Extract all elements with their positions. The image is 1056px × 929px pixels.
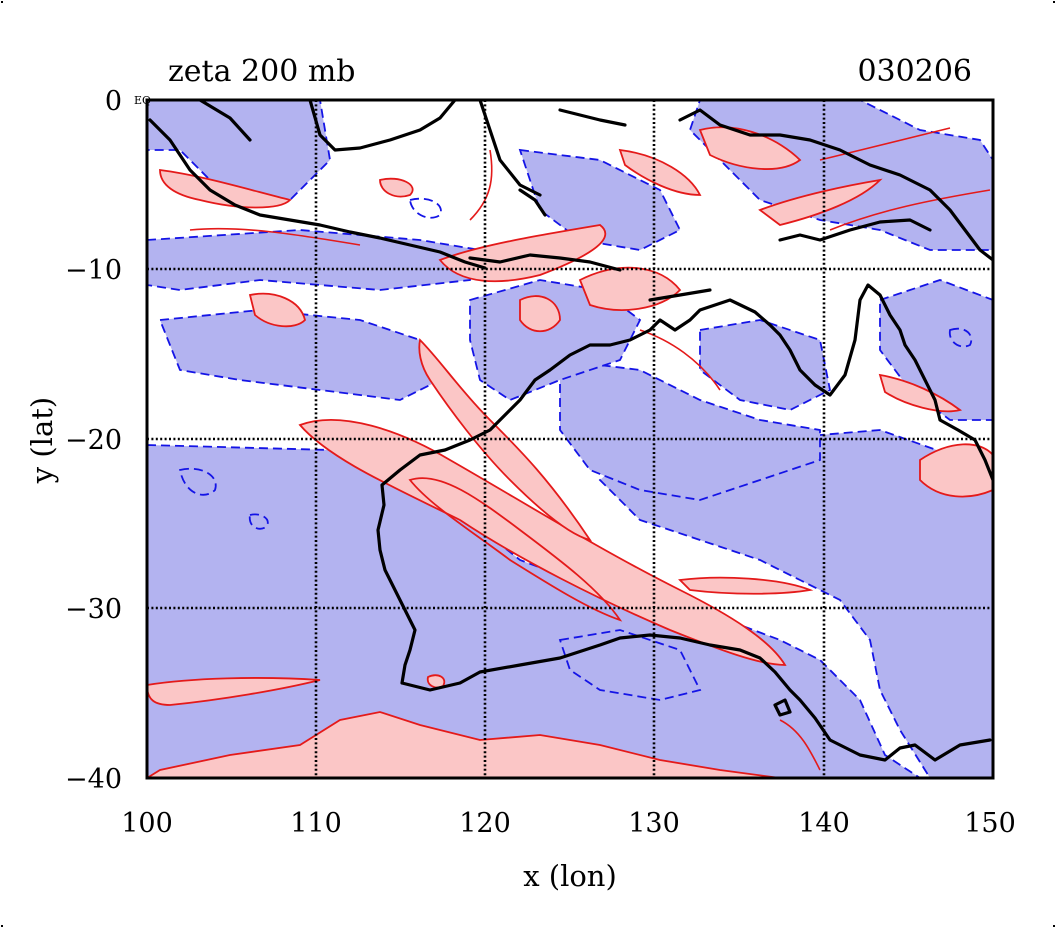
coastline-islands-east — [468, 253, 712, 302]
y-tick-labels: 0 −10 −20 −30 −40 — [65, 86, 122, 795]
coastlines — [148, 100, 993, 762]
corner-mark — [1053, 1, 1055, 3]
x-axis-label: x (lon) — [523, 859, 617, 893]
y-tick-label: −40 — [65, 764, 122, 795]
pos-region-northwest-1 — [159, 168, 292, 209]
pos-contour-streak-5 — [469, 149, 493, 221]
y-tick-label: 0 — [105, 86, 122, 117]
pos-contour-streak-6 — [779, 719, 821, 771]
pos-region-northeast-streaks — [698, 126, 802, 170]
pos-contour-streak-3 — [829, 189, 991, 231]
pos-contour-streak-2 — [819, 127, 951, 161]
x-tick-label: 110 — [290, 808, 342, 839]
coastline-java-sumatra — [148, 100, 487, 270]
pos-region-java-1 — [379, 177, 414, 198]
x-tick-label: 140 — [798, 808, 850, 839]
corner-mark — [1053, 925, 1055, 927]
corner-mark — [1, 1, 3, 3]
x-tick-label: 100 — [121, 808, 173, 839]
neg-region-banda-sea — [518, 148, 682, 251]
negative-vorticity-regions — [147, 100, 993, 778]
pos-region-timor — [519, 295, 561, 333]
title-right: 030206 — [857, 54, 972, 89]
pos-region-coral-east — [919, 443, 993, 498]
pos-contour-streak-4 — [639, 329, 721, 391]
y-tick-label: −10 — [65, 255, 122, 286]
neg-region-southeast-block — [598, 429, 993, 778]
neg-contour-small-2 — [248, 513, 269, 530]
pos-region-gulf — [878, 373, 963, 413]
pos-region-southeast-streak — [678, 576, 814, 595]
x-tick-label: 130 — [628, 808, 680, 839]
pos-region-east-streak — [758, 178, 883, 226]
coastline-new-guinea — [678, 108, 993, 262]
y-tick-label: −30 — [65, 594, 122, 625]
plot-frame — [145, 98, 995, 780]
y-axis-label: y (lat) — [25, 397, 59, 484]
neg-region-central-sea — [559, 358, 821, 501]
neg-contour-small-4 — [948, 327, 973, 348]
x-tick-labels: 100 110 120 130 140 150 — [121, 808, 1016, 839]
equator-mark: EQ — [134, 94, 151, 107]
pos-region-south-large — [147, 711, 781, 778]
pos-contour-inner-diagonal — [408, 477, 623, 622]
vorticity-field — [147, 100, 993, 778]
pos-band-main-diagonal — [298, 419, 787, 666]
y-tick-label: −20 — [65, 425, 122, 456]
x-tick-label: 150 — [964, 808, 1016, 839]
coastline-borneo-sulawesi — [308, 100, 627, 217]
pos-contour-streak-1 — [189, 227, 361, 246]
title-left: zeta 200 mb — [168, 54, 356, 89]
pos-region-northwest-2 — [248, 292, 306, 328]
coastline-australia — [376, 283, 993, 762]
neg-contour-small-1 — [178, 467, 217, 496]
gridlines — [147, 100, 993, 778]
coastline-tasmania-gulf — [773, 698, 792, 717]
pos-region-southwest-streak — [147, 677, 321, 706]
pos-region-small-south — [426, 674, 446, 689]
neg-region-timor-sea — [469, 279, 642, 402]
neg-region-west-band — [158, 309, 442, 401]
neg-contour-small-3 — [409, 197, 442, 219]
corner-mark — [1, 925, 3, 927]
x-tick-label: 120 — [459, 808, 511, 839]
